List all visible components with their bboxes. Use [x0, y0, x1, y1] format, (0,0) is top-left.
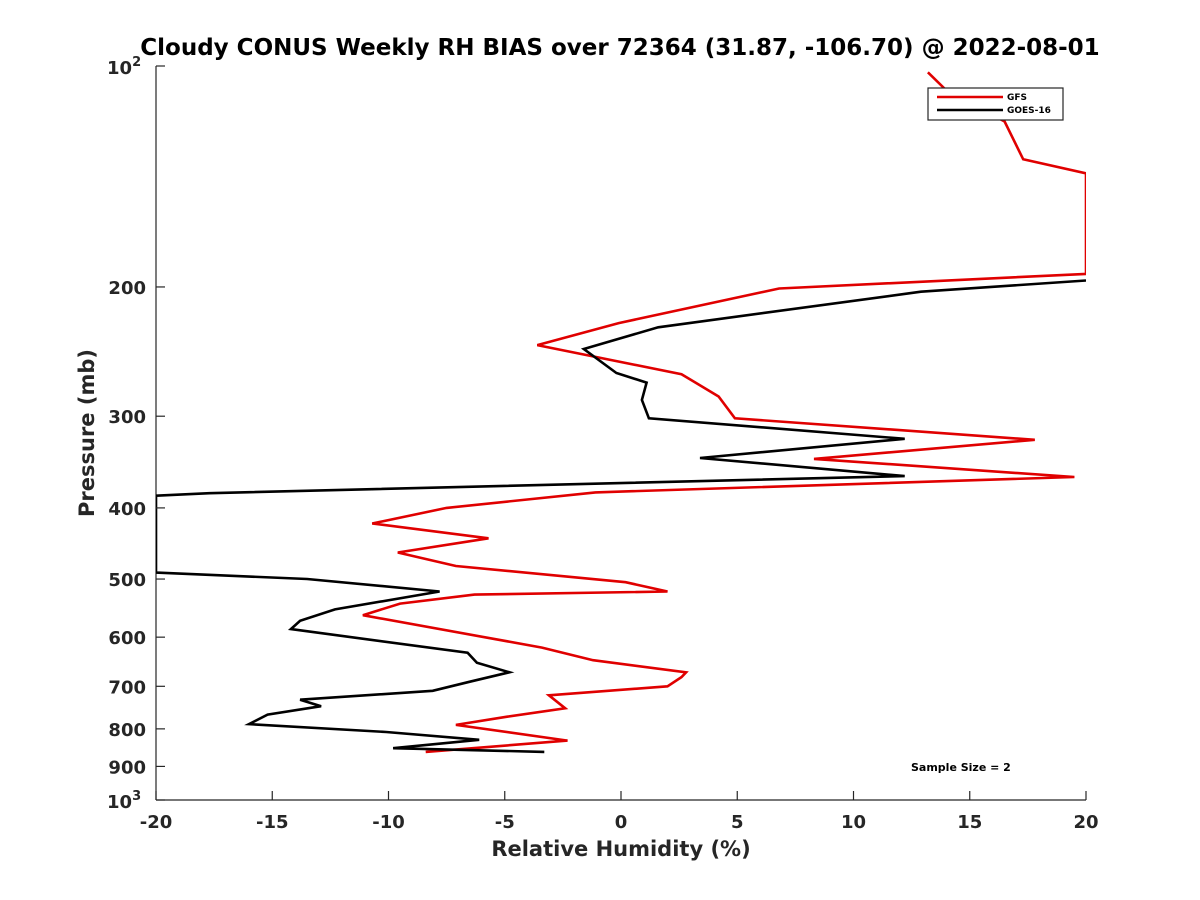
y-end-label-top-base: 10: [107, 58, 132, 79]
x-ticks: -20 -15 -10 -5 0 5 10 15 20: [140, 791, 1099, 833]
x-tick-label: -15: [256, 812, 289, 833]
x-tick-label: 10: [841, 812, 866, 833]
y-end-label-bottom-exp: 3: [132, 789, 141, 804]
x-tick-label: 20: [1073, 812, 1098, 833]
x-axis-label: Relative Humidity (%): [491, 837, 750, 861]
x-tick-label: -5: [495, 812, 515, 833]
legend-box: [927, 87, 1064, 121]
y-end-label-top: 102: [107, 55, 141, 79]
y-tick-label: 400: [108, 499, 146, 520]
x-tick-label: -20: [140, 812, 173, 833]
chart-title: Cloudy CONUS Weekly RH BIAS over 72364 (…: [140, 35, 1099, 61]
y-tick-label: 600: [108, 628, 146, 649]
y-tick-label: 900: [108, 757, 146, 778]
y-tick-label: 300: [108, 407, 146, 428]
svg-text:102: 102: [107, 55, 141, 79]
series-line-gfs: [362, 71, 1086, 754]
svg-text:103: 103: [107, 789, 141, 813]
legend-label-gfs: GFS: [1007, 93, 1027, 103]
series-layer: [156, 71, 1086, 754]
y-end-label-bottom: 103: [107, 789, 141, 813]
legend: GFS GOES-16: [927, 87, 1064, 121]
y-end-label-bottom-base: 10: [107, 792, 132, 813]
y-axis-label: Pressure (mb): [75, 349, 99, 517]
x-tick-label: 15: [957, 812, 982, 833]
y-tick-label: 200: [108, 278, 146, 299]
y-end-label-top-exp: 2: [132, 55, 141, 70]
legend-label-goes16: GOES-16: [1007, 106, 1051, 116]
x-tick-label: 0: [615, 812, 628, 833]
y-ticks: 200 300 400 500 600 700 800 900: [108, 65, 165, 801]
y-tick-label: 700: [108, 677, 146, 698]
sample-size-annotation: Sample Size = 2: [911, 761, 1011, 774]
y-tick-label: 500: [108, 570, 146, 591]
x-tick-label: -10: [372, 812, 405, 833]
x-tick-label: 5: [731, 812, 744, 833]
y-tick-label: 800: [108, 720, 146, 741]
series-line-goes-16: [156, 279, 1086, 754]
